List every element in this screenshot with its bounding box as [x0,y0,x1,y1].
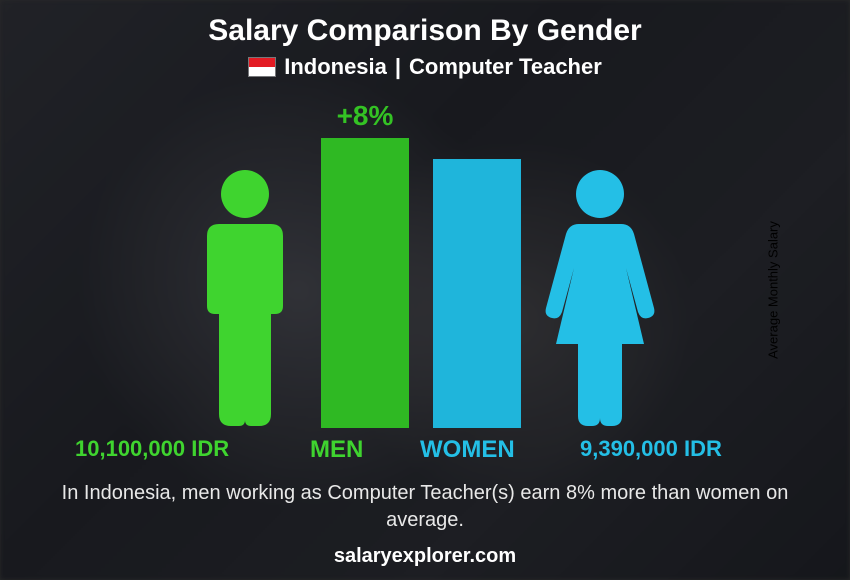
women-bar [433,159,521,428]
women-value: 9,390,000 IDR [580,436,722,462]
footer-source: salaryexplorer.com [0,545,850,568]
chart-area: +8% [75,98,775,428]
labels-row: 10,100,000 IDR MEN WOMEN 9,390,000 IDR [75,436,775,466]
subtitle-separator: | [395,54,401,80]
women-label: WOMEN [420,436,515,464]
subtitle-row: Indonesia | Computer Teacher [0,54,850,80]
percent-diff-label: +8% [321,100,409,132]
subtitle-country: Indonesia [284,54,387,80]
page-title: Salary Comparison By Gender [0,0,850,48]
men-label: MEN [310,436,363,464]
subtitle-role: Computer Teacher [409,54,602,80]
men-value: 10,100,000 IDR [75,436,229,462]
caption-text: In Indonesia, men working as Computer Te… [60,480,790,534]
indonesia-flag-icon [248,57,276,77]
male-icon [185,168,305,428]
female-icon [535,168,665,428]
infographic-container: Salary Comparison By Gender Indonesia | … [0,0,850,580]
men-bar [321,138,409,428]
